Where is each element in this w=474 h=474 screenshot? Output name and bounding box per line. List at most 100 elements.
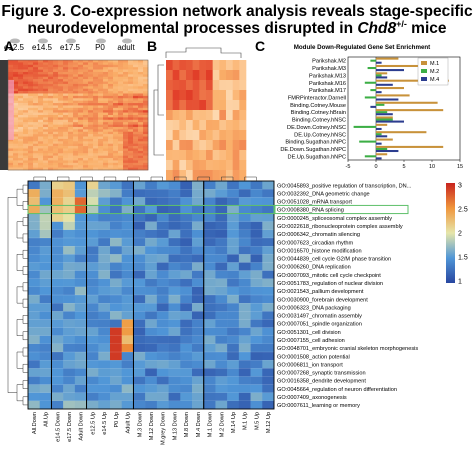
- heatmap-cell: [13, 155, 19, 159]
- go-cell: [215, 319, 228, 328]
- go-cell: [98, 360, 111, 369]
- heatmap-cell: [13, 64, 19, 68]
- go-cell: [203, 229, 216, 239]
- heatmap-cell: [83, 83, 89, 87]
- go-cell: [74, 286, 87, 296]
- go-cell: [215, 327, 228, 337]
- go-cell: [168, 376, 181, 385]
- heatmap-cell: [128, 141, 134, 144]
- heatmap-cell: [138, 117, 144, 121]
- heatmap-cell: [113, 81, 119, 85]
- heatmap-cell: [28, 107, 34, 111]
- heatmap-cell: [43, 86, 49, 89]
- bar-M4: [376, 127, 382, 130]
- heatmap-cell: [13, 100, 19, 104]
- heatmap-cell: [18, 124, 24, 128]
- go-cell: [227, 327, 240, 337]
- go-cell: [227, 221, 240, 231]
- heatmap-cell: [33, 74, 39, 78]
- heatmap-cell: [88, 86, 94, 89]
- heatmap-cell: [33, 167, 39, 171]
- heatmap-cell: [63, 81, 69, 85]
- correlation-cell: [179, 100, 187, 111]
- heatmap-cell: [113, 165, 119, 168]
- column-label: e14.5 Up: [102, 412, 108, 435]
- go-cell: [98, 189, 111, 198]
- heatmap-cell: [73, 62, 79, 66]
- heatmap-cell: [18, 74, 24, 78]
- heatmap-cell: [103, 122, 109, 125]
- heatmap-cell: [103, 153, 109, 156]
- go-cell: [145, 270, 158, 280]
- column-label: All.Down: [32, 412, 38, 434]
- heatmap-cell: [78, 148, 84, 152]
- heatmap-cell: [128, 129, 134, 133]
- heatmap-cell: [143, 124, 149, 128]
- heatmap-cell: [118, 117, 124, 121]
- heatmap-cell: [88, 93, 94, 97]
- heatmap-cell: [48, 88, 54, 92]
- heatmap-cell: [98, 131, 104, 135]
- heatmap-cell: [58, 162, 64, 166]
- heatmap-cell: [118, 98, 124, 101]
- heatmap-cell: [18, 162, 24, 166]
- heatmap-cell: [43, 76, 49, 80]
- correlation-cell: [199, 130, 207, 141]
- correlation-cell: [212, 150, 220, 161]
- go-cell: [110, 229, 123, 239]
- heatmap-cell: [123, 162, 129, 166]
- heatmap-cell: [88, 76, 94, 80]
- correlation-cell: [226, 60, 233, 71]
- go-cell: [98, 368, 111, 377]
- heatmap-cell: [93, 150, 99, 154]
- heatmap-cell: [63, 93, 69, 97]
- heatmap-cell: [143, 88, 149, 92]
- heatmap-cell: [28, 155, 34, 159]
- heatmap-cell: [28, 93, 34, 97]
- heatmap-cell: [133, 155, 139, 159]
- go-cell: [63, 246, 76, 255]
- heatmap-cell: [118, 79, 124, 82]
- heatmap-cell: [68, 91, 74, 94]
- heatmap-cell: [28, 88, 34, 92]
- go-cell: [203, 246, 216, 255]
- correlation-cell: [166, 140, 173, 151]
- heatmap-cell: [133, 115, 139, 118]
- heatmap-cell: [88, 146, 94, 149]
- go-cell: [250, 327, 263, 337]
- go-cell: [250, 376, 263, 385]
- heatmap-cell: [58, 110, 64, 113]
- heatmap-cell: [48, 160, 54, 164]
- heatmap-cell: [113, 146, 119, 149]
- heatmap-cell: [73, 129, 79, 133]
- heatmap-cell: [123, 67, 129, 70]
- correlation-cell: [192, 140, 200, 151]
- heatmap-cell: [108, 112, 114, 116]
- go-cell: [180, 262, 193, 271]
- go-cell: [133, 181, 146, 190]
- heatmap-cell: [68, 103, 74, 106]
- heatmap-cell: [73, 88, 79, 92]
- heatmap-cell: [128, 162, 134, 166]
- heatmap-cell: [113, 155, 119, 159]
- heatmap-cell: [13, 69, 19, 73]
- heatmap-cell: [63, 167, 69, 171]
- heatmap-cell: [18, 79, 24, 82]
- heatmap-cell: [138, 158, 144, 161]
- embryo-icon: [96, 38, 106, 44]
- heatmap-cell: [23, 81, 29, 85]
- heatmap-cell: [13, 124, 19, 128]
- go-cell: [156, 360, 169, 369]
- heatmap-cell: [118, 81, 124, 85]
- heatmap-cell: [108, 153, 114, 156]
- go-cell: [63, 221, 76, 231]
- heatmap-cell: [128, 126, 134, 130]
- go-cell: [98, 303, 111, 312]
- heatmap-cell: [128, 153, 134, 156]
- heatmap-cell: [38, 112, 44, 116]
- go-cell: [192, 229, 205, 239]
- heatmap-cell: [13, 126, 19, 130]
- heatmap-cell: [83, 71, 89, 75]
- go-cell: [39, 311, 52, 320]
- go-cell: [28, 246, 41, 255]
